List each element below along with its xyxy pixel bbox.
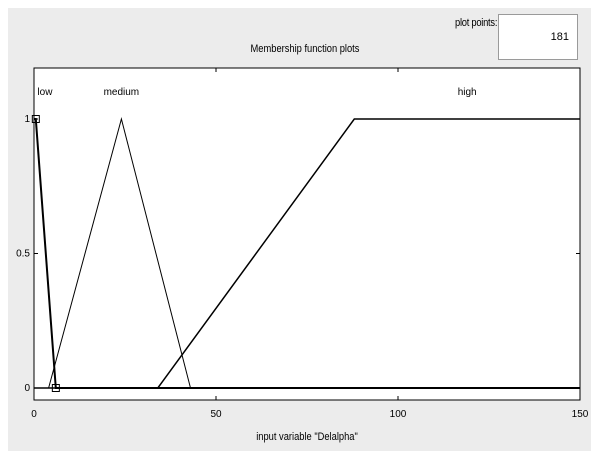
- control-point-marker: [31, 115, 40, 123]
- y-tick-label: 1: [24, 114, 30, 125]
- x-tick-label: 50: [210, 409, 222, 420]
- y-tick-label: 0: [24, 383, 30, 394]
- y-tick-label: 0.5: [16, 249, 30, 260]
- x-tick-label: 0: [31, 409, 37, 420]
- series-label-medium: medium: [104, 87, 140, 98]
- chart-title: Membership function plots: [251, 43, 360, 55]
- series-label-low: low: [37, 87, 53, 98]
- series-line-high: [34, 118, 580, 389]
- x-axis-label: input variable "Delalpha": [256, 431, 358, 443]
- x-tick-label: 150: [572, 409, 589, 420]
- plot-points-label: plot points:: [455, 17, 498, 29]
- control-point-marker: [51, 384, 60, 392]
- plot-area[interactable]: [33, 67, 581, 401]
- series-label-high: high: [458, 87, 477, 98]
- plot-points-input[interactable]: [498, 14, 578, 60]
- x-tick-label: 100: [390, 409, 407, 420]
